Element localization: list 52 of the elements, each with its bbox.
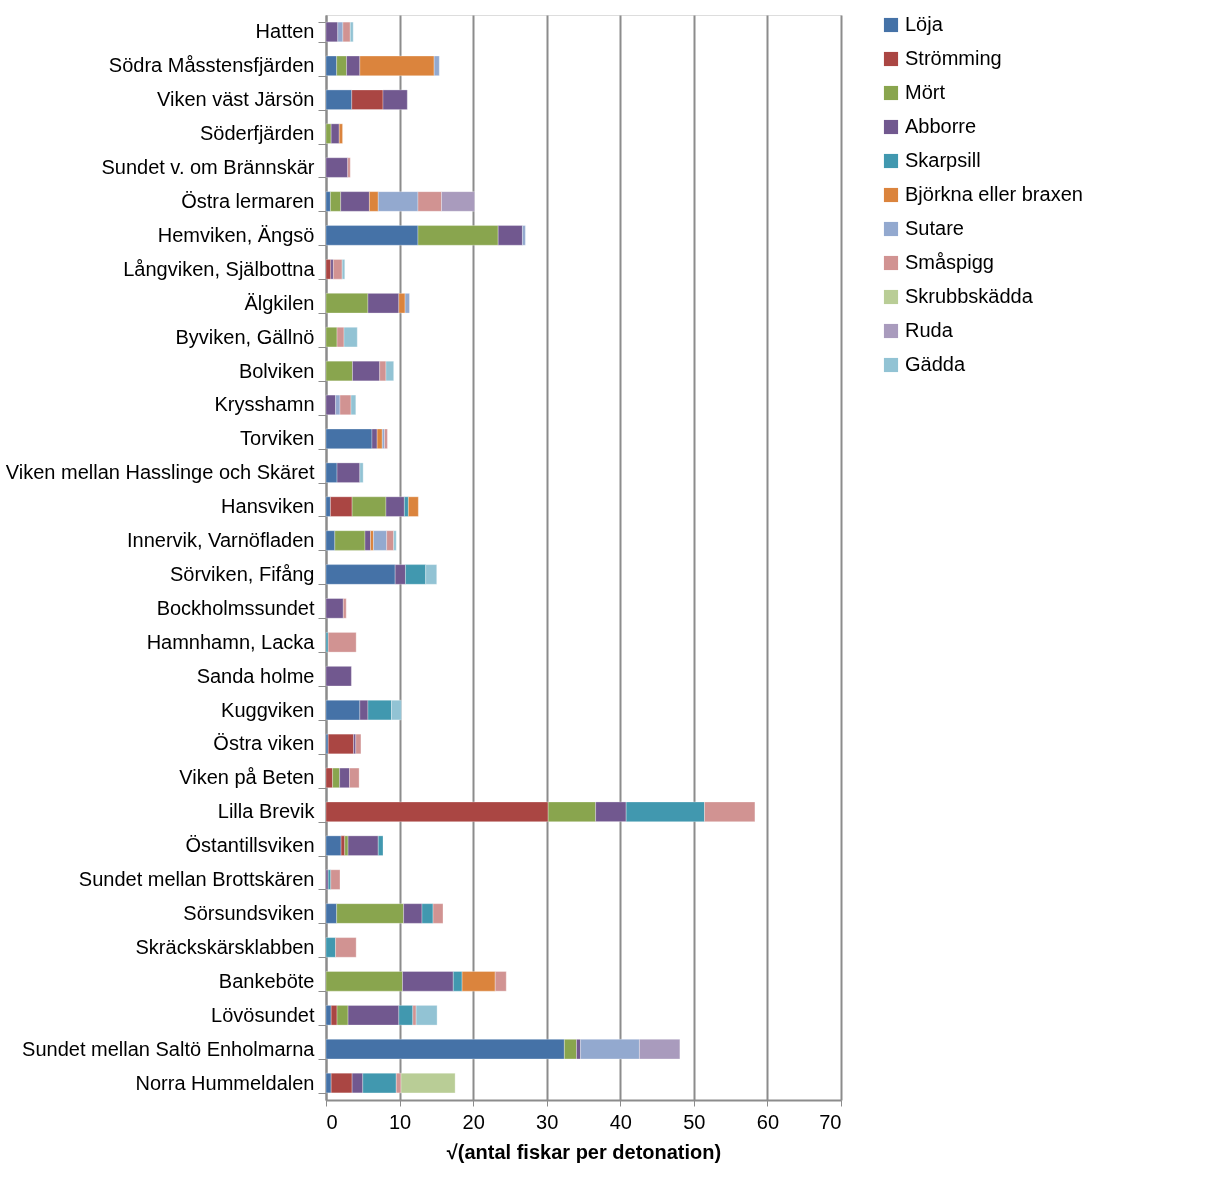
y-tick-label: Krysshamn [214,393,315,416]
legend-label: Björkna eller braxen [905,183,1083,205]
y-tick-label: Bolviken [238,359,315,382]
legend-label: Skrubbskädda [905,285,1034,307]
y-tick-label: Kuggviken [221,698,315,721]
y-tick-label: Bankeböte [218,969,315,992]
x-tick-label: 20 [462,1110,485,1133]
y-tick-label: Skräckskärsklabben [135,935,315,958]
y-tick-label: Söderfjärden [199,122,315,145]
y-tick-label: Sundet v. om Brännskär [101,156,315,179]
y-tick-label: Hansviken [221,495,315,518]
y-tick-label: Byviken, Gällnö [175,325,315,348]
x-tick-label: 60 [756,1110,780,1133]
y-tick-label: Sundet mellan Brottskären [78,868,315,891]
legend-label: Sutare [905,217,964,239]
y-tick-label: Långviken, Själbottna [123,257,316,280]
y-tick-label: Östantillsviken [185,834,315,857]
y-tick-label: Sörviken, Fifång [169,562,315,585]
legend-label: Strömming [905,47,1002,69]
y-tick-label: Viken väst Järsön [157,88,315,111]
legend-label: Gädda [905,353,966,375]
y-tick-label: Östra lermaren [181,189,315,212]
y-tick-label: Torviken [240,427,315,450]
legend-label: Ruda [905,319,954,341]
legend-label: Abborre [905,115,977,137]
legend-label: Skarpsill [905,149,981,171]
y-tick-label: Bockholmssundet [156,596,315,619]
y-tick-label: Sanda holme [196,664,315,687]
y-tick-label: Lövösundet [211,1003,315,1026]
legend-label: Löja [905,13,944,35]
y-tick-label: Lilla Brevik [217,800,316,823]
y-tick-label: Hamnhamn, Lacka [146,630,316,653]
y-tick-label: Hemviken, Ängsö [157,223,315,246]
y-tick-label: Norra Hummeldalen [135,1071,315,1094]
y-tick-label: Sörsundsviken [183,902,315,925]
legend-label: Småspigg [905,251,994,273]
x-tick-label: 0 [326,1110,338,1133]
y-tick-label: Östra viken [213,732,315,755]
y-tick-label: Älgkilen [244,291,315,314]
x-tick-label: 30 [536,1110,559,1133]
y-tick-label: Viken på Beten [179,766,315,789]
y-tick-label: Viken mellan Hasslinge och Skäret [5,461,315,484]
x-tick-label: 10 [388,1110,412,1133]
y-tick-label: Södra Måsstensfjärden [108,54,315,77]
legend-label: Mört [905,81,946,103]
y-tick-label: Hatten [255,20,315,43]
y-tick-label: Sundet mellan Saltö Enholmarna [22,1037,316,1060]
x-tick-label: 50 [683,1110,706,1133]
y-tick-label: Innervik, Varnöfladen [126,529,315,552]
x-tick-label: 40 [609,1110,632,1133]
x-axis-title: √(antal fiskar per detonation) [446,1140,722,1163]
x-tick-label: 70 [819,1110,842,1133]
